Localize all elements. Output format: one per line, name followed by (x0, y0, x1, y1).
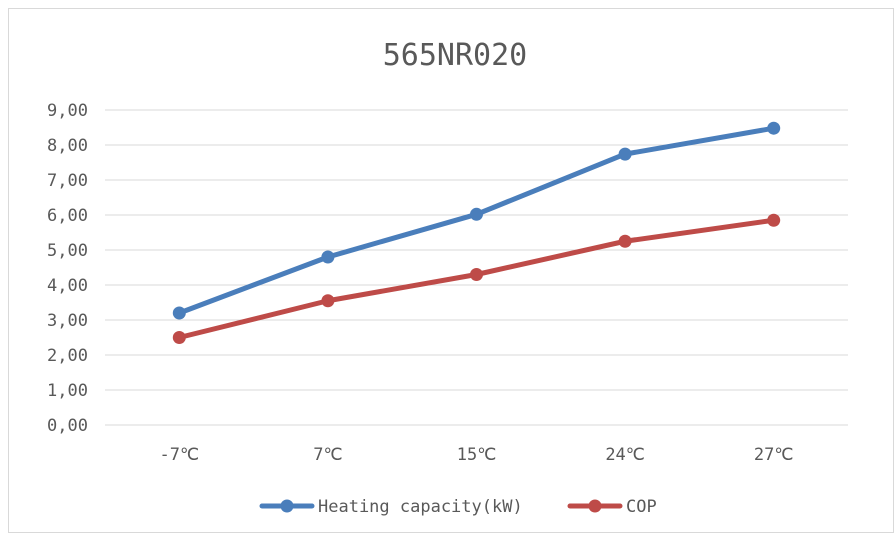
legend-item: Heating capacity(kW) (259, 497, 523, 517)
y-tick-label: 6,00 (47, 206, 88, 226)
data-point (618, 147, 632, 161)
data-point (767, 121, 781, 135)
x-axis-tick-labels: -7℃ 7℃ 15℃ 24℃ 27℃ (160, 445, 794, 465)
x-tick-label: -7℃ (160, 445, 200, 465)
legend-label: COP (626, 497, 657, 517)
legend-swatch-marker (588, 499, 602, 513)
series-lines (172, 121, 781, 344)
data-point (172, 306, 186, 320)
x-tick-label: 15℃ (457, 445, 497, 465)
data-point (618, 234, 632, 248)
y-tick-label: 7,00 (47, 171, 88, 191)
y-tick-label: 0,00 (47, 416, 88, 436)
x-tick-label: 7℃ (313, 445, 342, 465)
data-point (321, 250, 335, 264)
x-tick-label: 27℃ (754, 445, 794, 465)
data-point (470, 268, 483, 281)
series-1 (172, 213, 781, 344)
y-tick-label: 5,00 (47, 241, 88, 261)
chart-frame (8, 8, 894, 533)
series-0 (172, 121, 781, 320)
gridlines (105, 109, 848, 426)
x-tick-label: 24℃ (605, 445, 645, 465)
legend-item: COP (567, 497, 657, 517)
legend-swatch-marker (280, 499, 294, 513)
data-point (321, 294, 335, 308)
data-point (172, 331, 186, 344)
y-axis-tick-labels: 0,00 1,00 2,00 3,00 4,00 5,00 6,00 7,00 8,00 9,00 (47, 101, 88, 436)
y-tick-label: 1,00 (47, 381, 88, 401)
data-point (470, 207, 483, 221)
data-point (767, 213, 781, 227)
y-tick-label: 4,00 (47, 276, 88, 296)
legend-label: Heating capacity(kW) (318, 497, 523, 517)
y-tick-label: 8,00 (47, 136, 88, 156)
y-tick-label: 3,00 (47, 311, 88, 331)
y-tick-label: 2,00 (47, 346, 88, 366)
chart-title: 565NR020 (383, 38, 528, 73)
y-tick-label: 9,00 (47, 101, 88, 121)
legend: Heating capacity(kW) COP (259, 497, 657, 517)
